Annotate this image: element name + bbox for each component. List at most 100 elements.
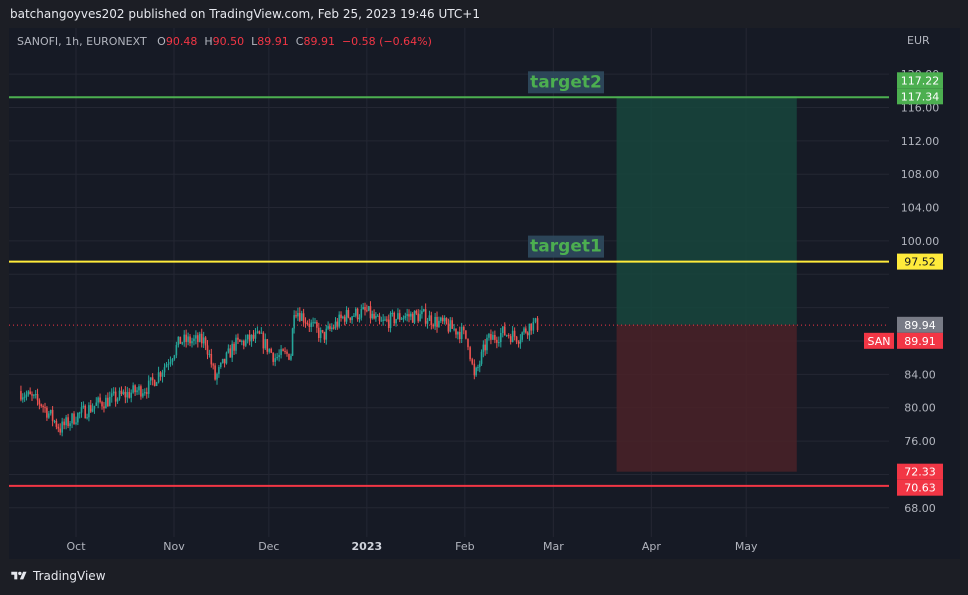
candle-body [364, 306, 366, 311]
candle-body [496, 339, 498, 343]
candle-body [262, 332, 265, 349]
price-label-text: 117.34 [901, 90, 940, 103]
price-label-box [897, 253, 943, 270]
candle-body [288, 353, 290, 360]
candle-body [306, 323, 309, 325]
candle-body [528, 323, 531, 336]
candle-body [246, 334, 249, 340]
candle-body [438, 320, 440, 327]
annotation-bg [528, 71, 604, 94]
candle-body [424, 309, 427, 324]
candle-body [151, 377, 154, 381]
candle-body [95, 402, 98, 406]
price-label-text: 89.91 [904, 335, 936, 348]
candle-body [195, 335, 197, 339]
candle-body [140, 386, 142, 397]
candle-body [130, 392, 133, 398]
candle-body [204, 337, 207, 346]
candle-body [57, 426, 60, 429]
candle-body [332, 327, 335, 329]
candle-body [308, 323, 311, 327]
candle-body [193, 338, 195, 342]
candle-body [105, 397, 107, 409]
candle-body [134, 385, 136, 393]
candle-body [254, 332, 257, 339]
candle-body [225, 352, 228, 364]
candle-body [445, 317, 448, 324]
candle-body [302, 313, 305, 323]
candle-body [29, 391, 31, 395]
candle-body [187, 336, 189, 342]
candle-body [97, 397, 99, 403]
footer[interactable]: TradingView [10, 569, 106, 583]
candle-body [316, 321, 318, 328]
candle-body [159, 372, 162, 377]
candle-body [183, 334, 186, 343]
close-value: 89.91 [303, 35, 335, 48]
price-label-text: 70.63 [904, 482, 936, 495]
candle-body [67, 417, 69, 427]
candle-body [65, 417, 67, 426]
candle-body [260, 332, 263, 334]
candle-body [221, 358, 224, 363]
price-tick-label: 112.00 [901, 135, 940, 148]
candle-body [530, 323, 533, 331]
candle-body [99, 397, 101, 402]
candle-body [244, 339, 247, 346]
candle-body [482, 344, 485, 352]
candle-body [398, 313, 401, 320]
candle-body [40, 404, 43, 407]
candle-body [44, 407, 46, 409]
candle-body [376, 315, 379, 317]
candle-body [343, 316, 346, 322]
candle-body [235, 337, 237, 351]
candle-body [274, 358, 276, 362]
candle-body [197, 335, 199, 342]
candle-body [242, 340, 245, 346]
candle-body [118, 390, 121, 399]
candle-body [278, 354, 280, 357]
candle-body [347, 310, 350, 318]
candle-body [175, 345, 178, 356]
candle-body [86, 417, 88, 419]
candle-body [223, 358, 226, 364]
candle-body [451, 320, 453, 329]
candle-body [475, 367, 477, 376]
candle-body [426, 321, 429, 324]
chart-frame[interactable] [9, 28, 960, 559]
candle-body [300, 313, 303, 321]
candle-body [34, 394, 37, 396]
symbol-legend[interactable]: SANOFI, 1h, EURONEXT O90.48 H90.50 L89.9… [17, 35, 432, 48]
candle-body [286, 351, 288, 354]
candle-body [256, 331, 259, 333]
candle-body [473, 363, 476, 376]
candle-body [69, 423, 71, 427]
candle-body [410, 313, 412, 317]
candle-body [231, 343, 233, 358]
candle-body [206, 345, 209, 355]
candle-body [494, 334, 496, 340]
candle-body [505, 335, 508, 337]
price-tick-label: 84.00 [904, 368, 936, 381]
candle-body [369, 306, 372, 319]
time-tick-label: Dec [258, 540, 279, 553]
candle-body [319, 330, 322, 338]
candle-body [61, 421, 63, 433]
candle-body [153, 380, 156, 387]
price-label-box [897, 316, 943, 333]
candle-body [434, 316, 436, 327]
candle-body [490, 334, 492, 340]
price-tick-label: 76.00 [904, 435, 936, 448]
currency-label[interactable]: EUR [907, 34, 930, 47]
candle-body [536, 318, 539, 331]
candle-body [421, 311, 423, 315]
candle-body [408, 314, 410, 317]
time-axis[interactable]: Oct Nov Dec 2023 Feb Mar Apr May [9, 537, 960, 559]
candle-body [419, 314, 421, 322]
low-label: L [251, 35, 258, 48]
candle-body [457, 331, 459, 335]
price-label-text: 97.52 [904, 256, 936, 269]
candle-body [107, 397, 109, 407]
candle-body [84, 405, 87, 419]
